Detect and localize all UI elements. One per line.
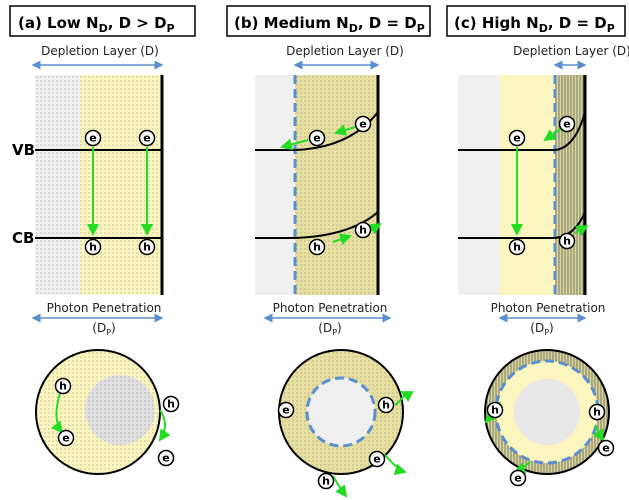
hole-label: h [513, 241, 521, 254]
vb-label: VB [12, 141, 35, 159]
titles: (a) Low ND, D > DP (b) Medium ND, D = DP… [10, 6, 625, 36]
hole-label: h [563, 235, 571, 248]
panel-b: Depletion Layer (D) Photon Penetration (… [255, 44, 404, 337]
photon-label: Photon Penetration [47, 301, 162, 315]
electron-label: e [89, 132, 96, 145]
electron-label: e [62, 432, 69, 445]
depletion-label: Depletion Layer (D) [286, 44, 404, 58]
electron-label: e [514, 472, 521, 485]
electron-label: e [282, 404, 289, 417]
hole-label: h [59, 380, 67, 393]
depletion-label: Depletion Layer (D) [41, 44, 159, 58]
panel-title: (b) Medium ND, D = DP [234, 14, 425, 35]
hole-label: h [382, 399, 390, 412]
hole-label: h [143, 241, 151, 254]
photon-label: Photon Penetration [273, 301, 388, 315]
panel-c: Depletion Layer (D) Photon Penetration (… [458, 44, 629, 337]
electron-label: e [602, 442, 609, 455]
panel-a: Depletion Layer (D) VB CB Photon Penetra… [12, 44, 162, 337]
photon-symbol: (DP) [318, 321, 341, 337]
photon-symbol: (DP) [92, 321, 115, 337]
hole-label: h [167, 398, 175, 411]
panel-title: (a) Low ND, D > DP [18, 14, 175, 35]
electron-label: e [513, 132, 520, 145]
hole-label: h [89, 241, 97, 254]
electron-label: e [373, 453, 380, 466]
electron-label: e [313, 132, 320, 145]
cb-label: CB [12, 229, 34, 247]
diagram: (a) Low ND, D > DP (b) Medium ND, D = DP… [0, 0, 629, 500]
hole-label: h [313, 241, 321, 254]
depletion-label: Depletion Layer (D) [513, 44, 629, 58]
hole-label: h [491, 404, 499, 417]
hole-label: h [593, 406, 601, 419]
hole-label: h [322, 475, 330, 488]
panel-title: (c) High ND, D = DP [454, 14, 615, 35]
electron-label: e [143, 132, 150, 145]
electron-label: e [563, 118, 570, 131]
photon-symbol: (DP) [530, 321, 553, 337]
hole-label: h [359, 224, 367, 237]
electron-label: e [162, 452, 169, 465]
electron-label: e [359, 118, 366, 131]
photon-label: Photon Penetration [491, 301, 606, 315]
